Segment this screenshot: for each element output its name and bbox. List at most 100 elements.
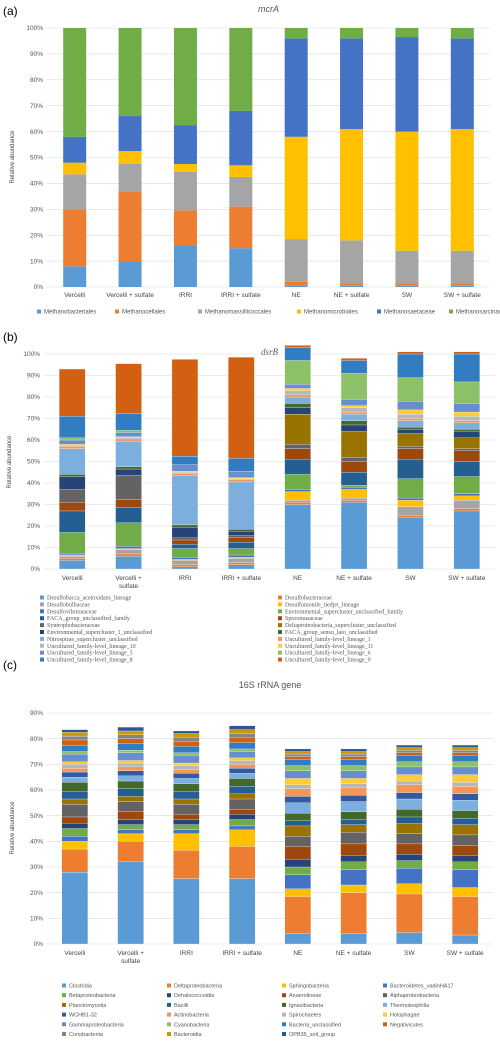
bar-segment [228,531,255,536]
bar-segment [171,559,199,561]
bar-segment [117,750,144,753]
legend-swatch [278,616,282,621]
x-tick-label: Vercelli [64,292,85,299]
bar-segment [61,739,88,746]
legend-label: Coriobacteriia [69,1032,104,1038]
bar-segment [452,810,479,819]
x-tick-label: NE [293,950,303,957]
bar-segment [59,489,86,503]
bar-segment [61,732,88,737]
bar-segment [59,553,86,556]
legend-swatch [40,623,44,628]
bar-segment [59,554,86,557]
bar-segment [396,816,423,824]
bar-segment [397,446,424,449]
x-tick-label: NE [293,575,303,582]
bar-segment [59,446,86,449]
bar-segment [173,163,197,172]
bar-segment [284,491,311,501]
bar-segment [59,437,86,441]
bar-segment [228,558,255,563]
bar-segment [59,555,86,559]
legend-swatch [167,983,171,988]
legend-label: FACA_group_unclassified_family [47,615,130,622]
bar-segment [340,431,368,458]
bar-segment [173,798,200,805]
bar-segment [284,281,308,286]
bar-segment [340,407,368,413]
bar-segment [59,558,86,561]
chart-panel-0: (a) mcrA Relative abundance 0% 10% 20% 30% 40% 5… [3,4,500,316]
bar-segment [115,413,142,431]
legend-label: OPB35_soil_group [289,1032,335,1038]
bar-segment [340,892,367,934]
bar-segment [396,854,423,861]
legend-swatch [40,650,44,655]
legend-label: Sphingobacteria [289,984,330,990]
legend-swatch [62,1012,66,1017]
y-tick-label: 40% [27,480,40,487]
bar-segment [228,481,255,530]
bar-segment [173,769,200,774]
bar-segment [284,347,311,361]
bar-segment [61,782,88,792]
bar-segment [173,824,200,830]
bar-segment [284,751,311,755]
bar-segment [115,437,142,440]
bar-segment [229,176,253,207]
bar-segment [452,744,479,748]
bar-segment [452,818,479,825]
bar-segment [450,283,474,286]
bar-segment [229,248,253,287]
bar-segment [340,28,364,39]
bar-segment [173,850,200,879]
bar-segment [115,549,142,555]
bar-segment [395,28,419,38]
bar-segment [228,557,255,559]
bar-segment [228,554,255,558]
legend-label: Thermoleophilia [390,1003,430,1009]
bar-segment [340,285,364,287]
bar-segment [115,507,142,523]
bar-segment [171,471,199,473]
bar-segment [396,833,423,845]
bar-segment [340,405,368,408]
bar-segment [340,411,368,415]
bar-segment [340,869,367,886]
bar-segment [61,751,88,755]
bar-segment [229,206,253,249]
bar-segment [340,373,368,400]
y-tick-label: 30% [27,502,40,509]
bar-segment [340,801,367,812]
bar-segment [229,764,256,769]
bar-segment [397,429,424,434]
chart-title: mcrA [258,4,279,14]
bar-segment [284,285,308,287]
bar-segment [340,751,367,755]
legend-swatch [383,993,387,998]
legend-swatch [383,1012,387,1017]
bar-segment [340,489,368,499]
bar-segment [340,756,367,760]
bar-segment [453,448,480,451]
bar-segment [61,816,88,824]
bar-segment [228,357,255,459]
bar-segment [284,933,311,945]
y-tick-label: 10% [30,258,43,265]
bar-segment [452,782,479,787]
bar-segment [171,464,199,472]
bar-segment [396,761,423,768]
bar-segment [396,755,423,762]
bar-segment [59,474,86,477]
bar-segment [284,360,311,385]
bar-segment [228,479,255,483]
bar-segment [340,824,367,833]
bar-segment [452,793,479,801]
bar-segment [228,535,255,538]
legend-label: Anaerolineae [289,993,321,999]
bar-segment [284,812,311,821]
bar-segment [284,896,311,934]
bar-segment [229,110,253,166]
x-tick-label-line: Vercelli + [115,575,142,582]
